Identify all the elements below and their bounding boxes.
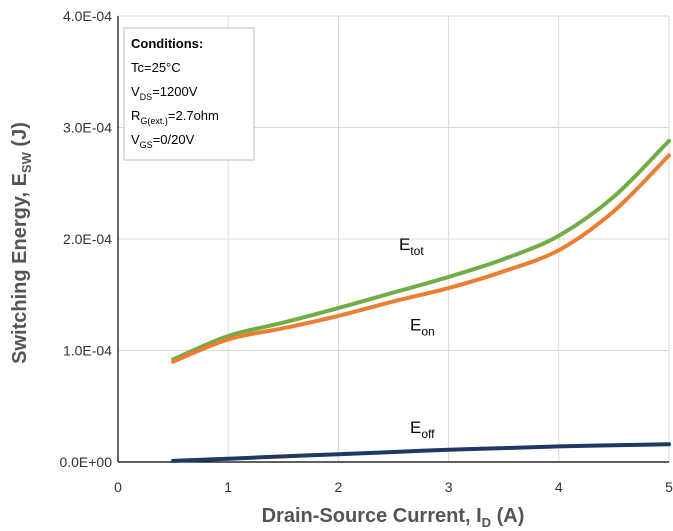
condition-vgs-value: =0/20V [153,132,195,147]
y-axis-title: Switching Energy, ESW (J) [9,122,34,364]
x-axis-title-sub: D [482,515,491,530]
x-tick-label: 3 [445,479,453,495]
series-label-sub: tot [410,244,424,258]
y-tick-label: 1.0E-04 [63,343,112,359]
series-label-main: E [410,315,421,334]
x-tick-label: 4 [555,479,563,495]
y-axis-title-sub: SW [19,151,34,173]
series-line-e-on [171,153,671,364]
series-label-sub: on [421,324,434,338]
condition-rg-value: =2.7ohm [168,108,219,123]
condition-vds-value: =1200V [152,84,198,99]
series-line-e-off [171,442,671,463]
x-axis-title-unit: (A) [491,505,524,527]
y-tick-label: 0.0E+00 [59,454,112,470]
plot-frame [117,16,669,463]
series-label-e-off: Eoff [410,418,435,441]
condition-tc: Tc=25°C [131,60,181,75]
conditions-box: Conditions: Tc=25°C VDS=1200V RG(ext.)=2… [123,27,255,161]
x-tick-labels: 0 1 2 3 4 5 [114,479,673,495]
conditions-box-frame [123,27,255,161]
series-label-sub: off [421,427,435,441]
condition-vgs-main: V [131,132,140,147]
y-axis-title-main: Switching Energy, E [9,173,31,364]
condition-vds: VDS=1200V [131,84,198,102]
series-label-main: E [410,418,421,437]
x-axis-title: Drain-Source Current, ID (A) [262,505,525,530]
series-lines [171,138,671,463]
series-label-e-tot: Etot [399,235,424,258]
y-tick-label: 4.0E-04 [63,8,112,24]
y-tick-label: 2.0E-04 [63,231,112,247]
y-tick-labels: 0.0E+00 1.0E-04 2.0E-04 3.0E-04 4.0E-04 [59,8,112,470]
conditions-title: Conditions: [131,36,203,51]
condition-vds-sub: DS [140,92,153,102]
condition-tc-text: Tc=25°C [131,60,181,75]
y-tick-label: 3.0E-04 [63,120,112,136]
x-tick-label: 1 [224,479,232,495]
y-axis-title-unit: (J) [9,122,31,152]
series-line-e-tot [171,138,671,362]
condition-vds-main: V [131,84,140,99]
condition-rg: RG(ext.)=2.7ohm [131,108,219,126]
condition-rg-sub: G(ext.) [140,116,168,126]
series-label-e-on: Eon [410,315,435,338]
series-label-main: E [399,235,410,254]
x-axis-title-main: Drain-Source Current, I [262,505,482,527]
condition-vgs: VGS=0/20V [131,132,195,150]
x-tick-label: 5 [665,479,673,495]
x-tick-label: 2 [335,479,343,495]
condition-rg-main: R [131,108,140,123]
condition-vgs-sub: GS [140,140,153,150]
x-tick-label: 0 [114,479,122,495]
